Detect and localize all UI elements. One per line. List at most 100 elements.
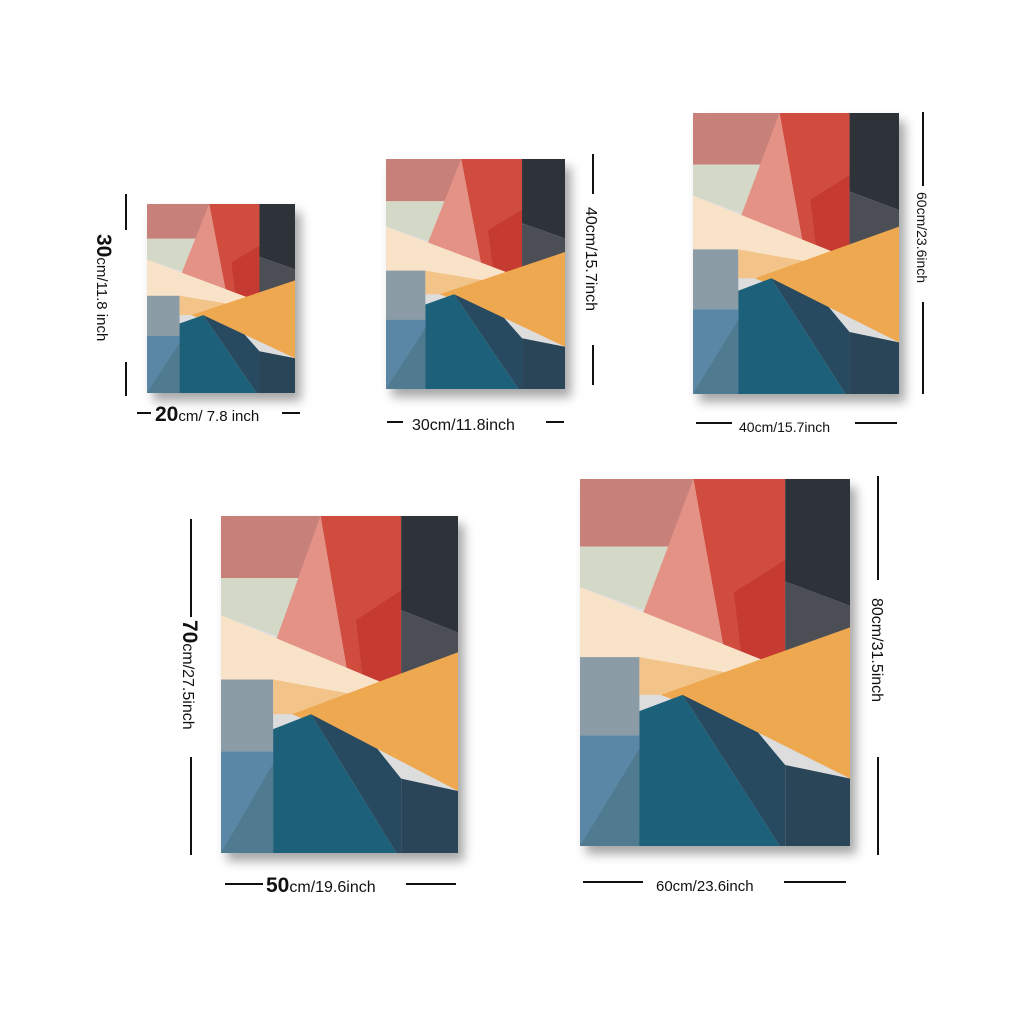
orange-band (191, 280, 295, 359)
width-label-unit: cm/ 7.8 inch (178, 408, 260, 425)
width-line-left (387, 421, 403, 423)
abstract-geometric-artwork (147, 204, 295, 393)
height-line-bottom (877, 757, 879, 855)
navy-right (401, 778, 458, 853)
abstract-geometric-artwork (386, 159, 565, 389)
red-shade (733, 559, 786, 660)
height-label-unit: cm/11.8 inch (93, 257, 110, 342)
height-label-unit: 80cm/31.5inch (868, 598, 885, 703)
height-line-top (190, 519, 192, 617)
navy-block (454, 294, 523, 389)
salmon-triangle (736, 113, 805, 252)
peach-block (738, 249, 809, 279)
poster-50x70 (221, 516, 458, 853)
grey-blue-block (147, 295, 180, 337)
height-label-unit: 60cm/23.6inch (914, 192, 930, 284)
charcoal-block (785, 479, 850, 606)
height-label-unit: 40cm/15.7inch (582, 207, 599, 312)
cream-band (693, 195, 838, 262)
width-line-right (784, 881, 846, 883)
charcoal-block (259, 204, 295, 270)
salmon-triangle (270, 516, 349, 683)
height-label-number: 30 (92, 234, 115, 258)
abstract-geometric-artwork (221, 516, 458, 853)
abstract-geometric-artwork (580, 479, 850, 846)
width-label-unit: cm/19.6inch (289, 879, 376, 896)
orange-band (292, 652, 458, 792)
poster-60x80 (580, 479, 850, 846)
teal-mountain (273, 714, 397, 853)
grey-blue-block (221, 679, 274, 752)
height-line-top (877, 476, 879, 580)
grey-blue-block (693, 249, 739, 310)
slate-teal-tri (221, 763, 274, 853)
width-label-number: 50 (266, 874, 290, 897)
cream-band (580, 586, 769, 674)
height-label-60x80: 80cm/31.5inch (868, 598, 889, 702)
abstract-geometric-artwork (693, 113, 899, 394)
poster-30x40 (386, 159, 565, 389)
height-label-20x30: 30cm/11.8 inch (92, 234, 115, 342)
width-label-30x40: 30cm/11.8inch (412, 413, 515, 434)
width-label-40x60: 40cm/15.7inch (739, 415, 830, 436)
charcoal-block (401, 516, 458, 633)
navy-block (311, 714, 402, 853)
pink-block (386, 159, 462, 202)
orange-band (439, 252, 565, 347)
red-shade (810, 174, 850, 252)
poster-40x60 (693, 113, 899, 394)
height-label-40x60: 60cm/23.6inch (913, 192, 934, 283)
cream-band (386, 226, 512, 281)
width-line-right (546, 421, 564, 423)
salmon-triangle (636, 479, 726, 660)
teal-mountain (179, 315, 257, 393)
grey-blue-block (580, 657, 640, 736)
width-line-right (406, 883, 456, 885)
width-label-unit: 30cm/11.8inch (412, 417, 515, 434)
poster-20x30 (147, 204, 295, 393)
peach-block (425, 270, 487, 295)
width-line-left (583, 881, 643, 883)
peach-block (179, 295, 230, 316)
red-shade (488, 209, 523, 273)
navy-right (259, 351, 295, 393)
salmon-triangle (423, 159, 483, 273)
width-label-60x80: 60cm/23.6inch (656, 874, 754, 895)
orange-band (754, 226, 899, 343)
teal-mountain (639, 694, 780, 846)
charcoal-block (522, 159, 565, 239)
height-label-50x70: 70cm/27.5inch (178, 620, 201, 730)
red-shade (356, 590, 402, 683)
pink-block (221, 516, 321, 578)
pink-block (580, 479, 694, 547)
height-line-bottom (592, 345, 594, 385)
width-label-unit: 40cm/15.7inch (739, 419, 831, 435)
height-label-30x40: 40cm/15.7inch (582, 207, 603, 311)
navy-right (522, 338, 565, 389)
height-line-top (125, 194, 127, 230)
cream-band (221, 615, 387, 695)
height-line-bottom (125, 362, 127, 396)
orange-band (661, 627, 850, 779)
navy-right (785, 765, 850, 846)
pink-block (147, 204, 210, 239)
teal-mountain (738, 278, 846, 394)
width-line-right (282, 412, 300, 414)
cream-band (147, 259, 251, 305)
width-line-left (137, 412, 151, 414)
width-label-unit: 60cm/23.6inch (656, 878, 754, 895)
width-label-20x30: 20cm/ 7.8 inch (155, 404, 259, 425)
salmon-triangle (178, 204, 227, 298)
width-label-number: 20 (155, 403, 179, 426)
height-line-top (922, 112, 924, 186)
height-label-unit: cm/27.5inch (179, 643, 196, 730)
navy-block (203, 315, 260, 393)
peach-block (639, 657, 732, 695)
navy-right (849, 332, 899, 394)
width-line-right (855, 422, 897, 424)
red-shade (231, 245, 260, 298)
height-line-bottom (190, 757, 192, 855)
height-line-top (592, 154, 594, 194)
pink-block (693, 113, 780, 165)
